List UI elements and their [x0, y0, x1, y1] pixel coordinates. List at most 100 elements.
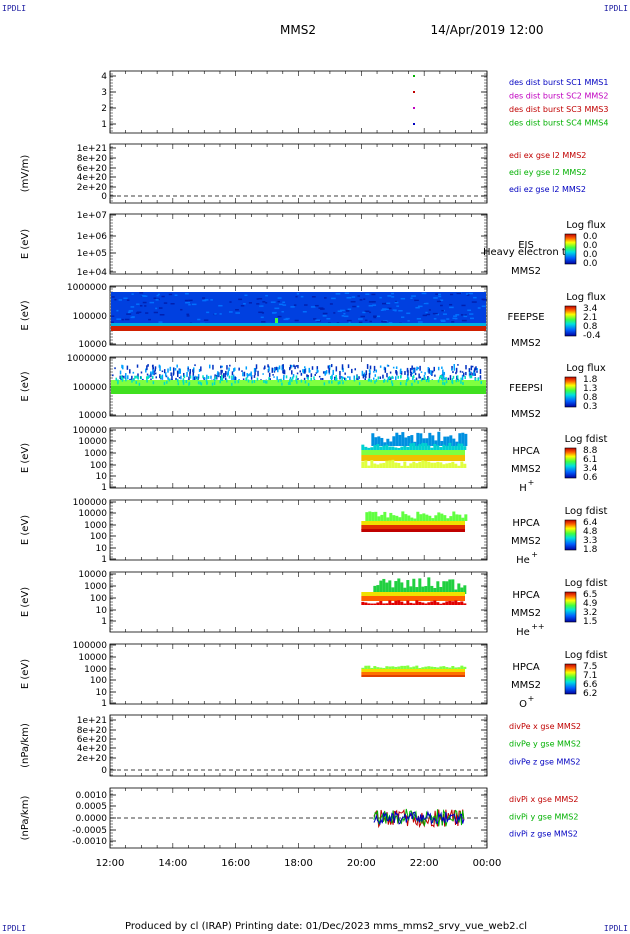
spectrogram-cell [325, 370, 328, 374]
spectrogram-cell [224, 377, 227, 383]
colorbar-title: Log flux [566, 220, 606, 231]
spectrogram-cell [322, 312, 328, 315]
colorbar [564, 591, 577, 623]
spectrogram-cell [339, 375, 341, 380]
spectrogram-cell [438, 293, 441, 296]
spectrogram-cell [364, 310, 370, 313]
spectrogram-cell [463, 603, 467, 605]
y-tick-label: 6e+20 [77, 735, 108, 745]
spectrogram-cell [464, 514, 468, 521]
spectrogram-cell [184, 299, 189, 302]
corner-label-left: IPDLI [2, 4, 26, 13]
spectrogram-cell [414, 372, 417, 376]
spectrogram-cell [315, 319, 321, 322]
spectrogram-cell [226, 365, 228, 370]
spectrogram-cell [253, 375, 256, 378]
spectrogram-cell [160, 375, 162, 379]
y-tick-label: 1000 [84, 582, 107, 592]
spectrogram-cell [297, 364, 299, 369]
spectrogram-cell [339, 381, 341, 385]
spectrogram-cell [472, 372, 474, 376]
spectrogram-cell [127, 375, 129, 380]
spectrogram-cell [253, 379, 256, 383]
spectrogram-cell [318, 375, 321, 378]
spectrogram-cell [407, 370, 409, 376]
panel-5: E (eV) 1000000 100000 10000 FEEPSI MMS2 Log fl… [20, 354, 606, 421]
spectrogram-cell [220, 378, 222, 382]
spectrogram-cell [451, 579, 455, 594]
spectrogram-cell [347, 376, 349, 378]
spectrogram-cell [394, 300, 397, 303]
spectrogram-cell [222, 373, 225, 379]
spectrogram-cell [419, 365, 421, 371]
spectrogram-cell [226, 379, 228, 383]
instrument-label: HPCA [512, 446, 540, 457]
footer-label-left: IPDLI [2, 924, 26, 933]
spectrogram-cell [451, 321, 455, 323]
spectrogram-cell [291, 365, 293, 368]
species-label: H [519, 483, 527, 494]
spectrogram-cell [197, 318, 201, 321]
spectrogram-cell [400, 582, 404, 594]
y-tick-label: 100000 [73, 383, 108, 393]
colorbar-tick-label: 8.8 [583, 446, 598, 456]
spectrogram-cell [320, 308, 325, 310]
spectrogram-cell [167, 377, 169, 383]
spectrogram-cell [147, 375, 149, 379]
spectrogram-cell [410, 435, 414, 446]
spectrogram-cell [324, 297, 327, 299]
instrument-label: HPCA [512, 590, 540, 601]
spectrogram-cell [203, 319, 209, 321]
spectrogram-cell [415, 445, 419, 450]
spectrogram-cell [456, 375, 458, 381]
spectrogram-cell [377, 376, 380, 380]
spectrogram-cell [136, 364, 139, 368]
spectrogram-cell [452, 375, 455, 379]
spectrogram-cell [304, 366, 306, 369]
colorbar-tick-label: 2.1 [583, 313, 597, 323]
spectrogram-cell [455, 314, 460, 316]
y-tick-label: 2 [101, 104, 107, 114]
spectrogram-cell [119, 375, 121, 379]
spectrogram-cell [116, 309, 119, 312]
spectrogram-band [361, 450, 466, 455]
spectrogram-cell [446, 518, 450, 521]
spectrogram-cell [262, 373, 264, 375]
spectrogram-cell [427, 445, 431, 450]
spectrogram-cell [433, 667, 437, 669]
spectrogram-cell [300, 379, 303, 383]
spectrogram-cell [367, 665, 371, 669]
spectrogram-cell [470, 365, 473, 371]
spectrogram-cell [430, 370, 432, 375]
spectrogram-cell [455, 514, 459, 521]
spectrogram-cell [418, 578, 422, 594]
spectrogram-cell [357, 305, 360, 308]
colorbar-tick-label: 0.0 [583, 232, 598, 242]
spectrogram-cell [211, 382, 214, 386]
spectrogram-cell [388, 600, 392, 605]
spectrogram-cell [473, 368, 476, 373]
spectrogram-cell [315, 372, 318, 374]
instrument-label: EIS [518, 240, 534, 251]
spectrogram-cell [374, 511, 378, 521]
spectrogram-cell [136, 303, 140, 305]
spectrogram-cell [235, 312, 241, 314]
spacecraft-title: MMS2 [280, 23, 316, 37]
y-tick-label: 10 [96, 472, 108, 482]
spectrogram-cell [388, 460, 392, 468]
spectrogram-cell [229, 301, 232, 303]
colorbar-tick-label: 1.8 [583, 545, 598, 555]
spectrogram-cell [391, 382, 394, 386]
spectrogram-cell [277, 315, 282, 318]
spectrogram-cell [373, 316, 377, 319]
spectrogram-cell [121, 378, 124, 382]
spectrogram-cell [218, 304, 223, 307]
spectrogram-cell [411, 372, 414, 375]
spectrogram-cell [457, 378, 460, 382]
spectrogram-cell [379, 365, 382, 368]
spectrogram-cell [364, 460, 368, 468]
spectrogram-cell [416, 368, 418, 371]
spectrogram-cell [453, 368, 456, 371]
